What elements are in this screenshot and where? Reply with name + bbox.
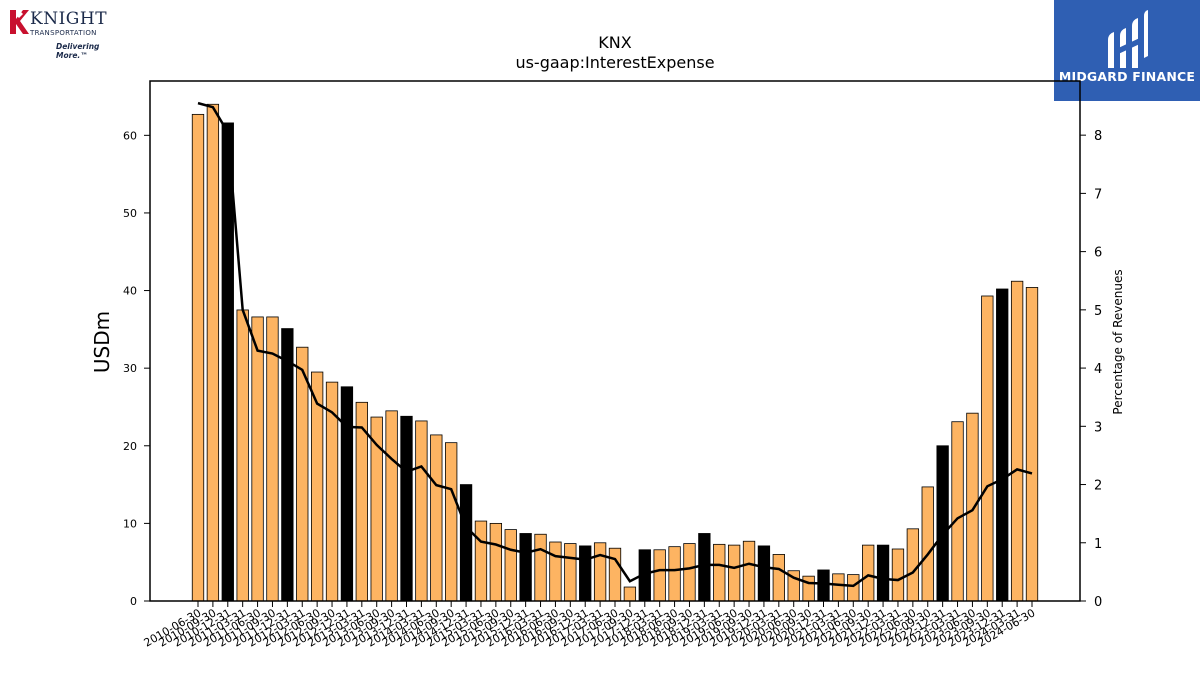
y2-tick-label: 8 xyxy=(1094,129,1102,144)
bar xyxy=(400,415,413,602)
bar xyxy=(832,573,845,602)
bar xyxy=(1010,280,1024,602)
bar xyxy=(847,574,860,602)
y-tick-label: 0 xyxy=(130,595,137,608)
y-tick-label: 40 xyxy=(123,285,137,298)
y-tick-label: 50 xyxy=(123,207,137,220)
y2-tick-label: 4 xyxy=(1094,362,1102,377)
bar xyxy=(430,434,443,602)
bar xyxy=(504,529,517,602)
bar xyxy=(862,544,875,602)
bar xyxy=(564,543,577,602)
knight-k-icon xyxy=(10,10,29,34)
midgard-mark-icon xyxy=(1108,10,1148,68)
bar xyxy=(668,546,681,602)
bar xyxy=(385,410,398,602)
bar xyxy=(340,386,354,602)
bar xyxy=(534,533,547,602)
company-subtitle: TRANSPORTATION xyxy=(30,29,97,37)
bar xyxy=(608,547,622,602)
y2-tick-label: 7 xyxy=(1094,187,1102,202)
bar xyxy=(906,528,920,602)
chart-subtitle: us-gaap:InterestExpense xyxy=(515,53,714,72)
bar xyxy=(415,420,428,602)
company-tagline: Delivering More.™ xyxy=(56,42,100,60)
bar xyxy=(549,541,562,602)
y2-tick-label: 0 xyxy=(1094,595,1102,610)
bar xyxy=(281,328,294,602)
bar xyxy=(579,545,592,602)
bar xyxy=(727,544,741,602)
bar xyxy=(981,295,994,602)
company-name: KNIGHT xyxy=(30,9,108,29)
percentage-line xyxy=(197,101,1033,588)
bar xyxy=(489,522,503,602)
bar xyxy=(951,421,964,602)
bar xyxy=(191,113,205,602)
bar xyxy=(921,486,934,602)
bar xyxy=(1025,287,1039,602)
bar xyxy=(802,575,815,602)
bar xyxy=(742,540,756,602)
bar xyxy=(966,412,979,602)
y2-tick-label: 5 xyxy=(1094,304,1102,319)
bar xyxy=(996,288,1009,602)
bar xyxy=(936,445,949,602)
publisher-logo: MIDGARD FINANCE xyxy=(1054,0,1200,101)
bar xyxy=(206,103,220,602)
plot-frame xyxy=(149,80,1081,602)
y-axis-label: USDm xyxy=(90,311,114,373)
company-logo: KNIGHT TRANSPORTATION Delivering More.™ xyxy=(8,6,133,60)
bar xyxy=(445,442,458,602)
y2-axis-label: Percentage of Revenues xyxy=(1111,269,1125,414)
y-tick-label: 60 xyxy=(123,129,137,142)
bar xyxy=(296,346,309,602)
bar xyxy=(817,569,830,602)
bar xyxy=(266,316,279,602)
bar xyxy=(683,543,696,602)
bar xyxy=(474,520,488,602)
y-tick-label: 10 xyxy=(123,517,137,530)
bar xyxy=(623,586,637,602)
y2-tick-label: 6 xyxy=(1094,246,1102,261)
y2-tick-label: 3 xyxy=(1094,420,1102,435)
y2-tick-label: 2 xyxy=(1094,479,1102,494)
y-tick-label: 20 xyxy=(123,440,137,453)
bar xyxy=(653,549,666,602)
bar xyxy=(772,554,785,602)
bar xyxy=(236,309,249,602)
bar xyxy=(876,544,890,602)
bar xyxy=(698,533,711,602)
bar xyxy=(891,548,905,602)
bar xyxy=(519,533,532,602)
bar xyxy=(251,316,264,602)
publisher-name: MIDGARD FINANCE xyxy=(1058,69,1196,84)
chart-title: KNX xyxy=(598,33,631,52)
bar xyxy=(713,543,726,602)
y2-tick-label: 1 xyxy=(1094,537,1102,552)
bar xyxy=(757,545,771,602)
y-tick-label: 30 xyxy=(123,362,137,375)
bar xyxy=(593,542,607,602)
bar xyxy=(459,484,473,602)
